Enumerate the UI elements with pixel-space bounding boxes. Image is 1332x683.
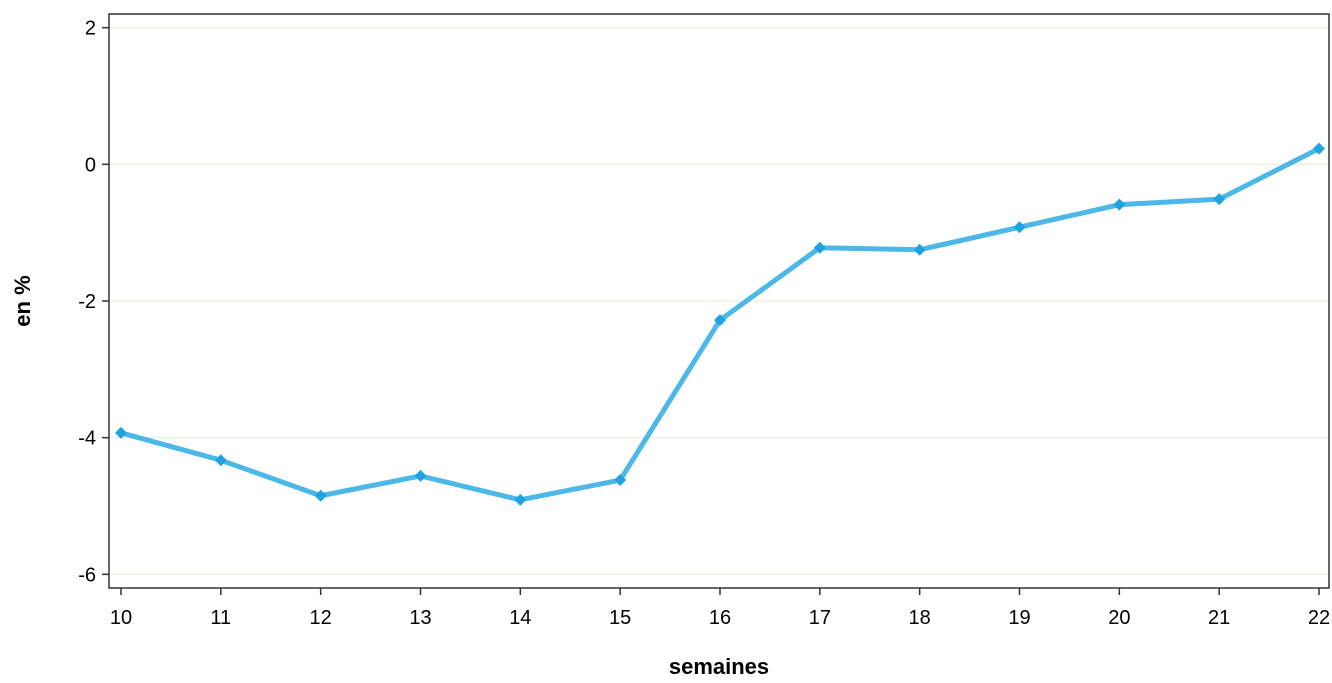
y-tick-label: -6 bbox=[78, 564, 96, 586]
x-tick-label: 10 bbox=[110, 607, 132, 629]
data-point bbox=[913, 243, 926, 256]
x-tick-label: 15 bbox=[609, 607, 631, 629]
x-tick-label: 18 bbox=[909, 607, 931, 629]
x-tick-label: 20 bbox=[1108, 607, 1130, 629]
x-axis: 10 11 12 13 14 15 16 17 18 19 20 21 22 bbox=[110, 588, 1330, 629]
x-tick-label: 19 bbox=[1008, 607, 1030, 629]
y-tick-label: -4 bbox=[78, 428, 96, 450]
x-tick-label: 13 bbox=[409, 607, 431, 629]
data-point bbox=[414, 469, 427, 482]
x-tick-label: 17 bbox=[809, 607, 831, 629]
x-tick-label: 22 bbox=[1308, 607, 1330, 629]
x-tick-label: 16 bbox=[709, 607, 731, 629]
y-tick-label: -2 bbox=[78, 291, 96, 313]
x-axis-title: semaines bbox=[669, 654, 769, 679]
y-axis-title: en % bbox=[10, 275, 35, 326]
data-point bbox=[114, 426, 127, 439]
x-tick-label: 21 bbox=[1208, 607, 1230, 629]
data-point bbox=[713, 314, 726, 327]
data-point bbox=[614, 474, 627, 487]
data-point bbox=[214, 454, 227, 467]
data-point bbox=[1213, 193, 1226, 206]
grid-lines bbox=[110, 26, 1328, 576]
data-point bbox=[813, 241, 826, 254]
data-point bbox=[1013, 221, 1026, 234]
y-tick-label: 0 bbox=[85, 154, 96, 176]
data-point bbox=[1313, 142, 1326, 155]
data-point bbox=[1113, 198, 1126, 211]
data-point bbox=[314, 489, 327, 502]
data-point bbox=[514, 493, 527, 506]
series bbox=[114, 142, 1326, 506]
y-axis: 2 0 -2 -4 -6 bbox=[78, 18, 109, 586]
x-tick-label: 14 bbox=[509, 607, 531, 629]
x-tick-label: 11 bbox=[210, 607, 231, 629]
y-tick-label: 2 bbox=[85, 18, 96, 40]
x-tick-label: 12 bbox=[310, 607, 332, 629]
